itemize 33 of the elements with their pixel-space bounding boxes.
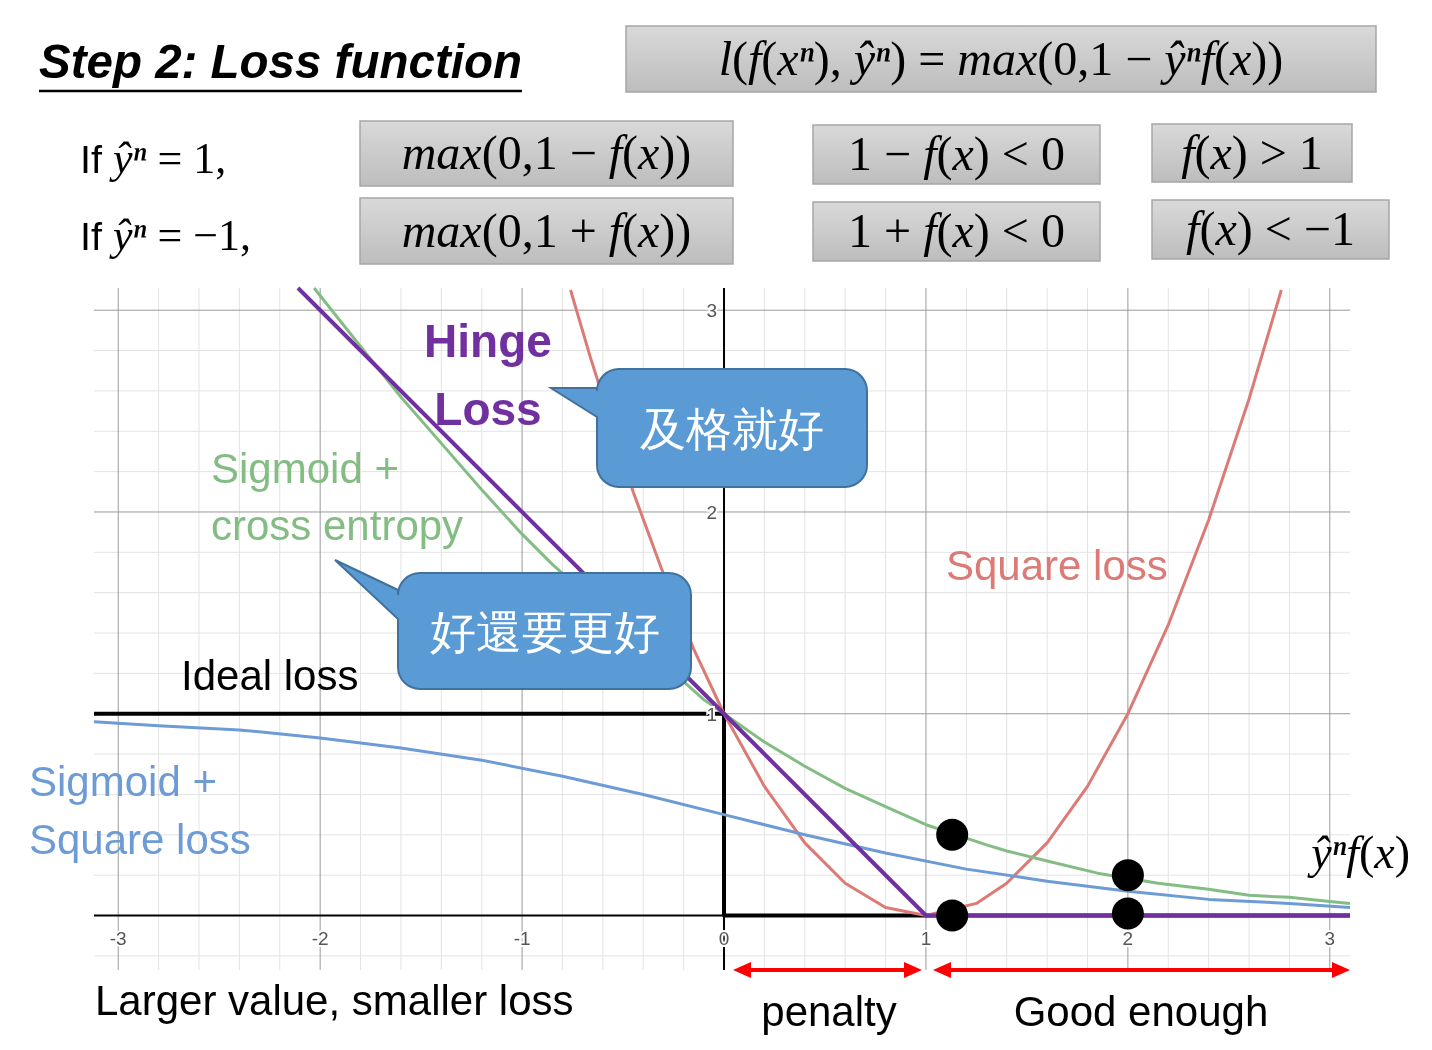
series-label: Hinge Loss [424,315,552,435]
x-tick-label: -3 [109,927,127,949]
text: f(x) > 1 [1181,125,1323,180]
text: f(x) < −1 [1186,202,1355,257]
text: Good enough [1013,988,1269,1035]
text: 1 + f(x) < 0 [848,204,1065,259]
text: max(0,1 + f(x)) [401,203,692,258]
annotation: 及格就好 [640,401,824,456]
text: Larger value, smaller loss [95,977,574,1024]
x-tick-label: -2 [311,927,329,949]
text: If ŷⁿ = −1, [80,211,252,260]
series-label: Square loss [946,542,1168,589]
x-tick-label: 3 [1324,927,1336,949]
text: 1 − f(x) < 0 [848,127,1065,182]
series-label: Ideal loss [181,652,359,699]
x-axis-title: ŷⁿf(x) [1307,827,1410,878]
point [1111,859,1144,892]
text: max(0,1 − f(x)) [401,126,692,181]
chart-title: Step 2: Loss function [39,35,522,88]
series-label: Sigmoid + Square loss [29,758,251,863]
x-tick-label: 2 [1122,927,1134,949]
y-tick-label: 3 [706,300,718,322]
point [936,818,969,851]
x-tick-label: -1 [513,927,531,949]
annotation: 好還要更好 [429,604,660,659]
text: If ŷⁿ = 1, [80,134,227,183]
y-tick-label: 2 [706,501,718,523]
text: penalty [761,988,897,1035]
point [1111,897,1144,930]
text: l(f(xⁿ), ŷⁿ) = max(0,1 − ŷⁿf(x)) [718,31,1284,85]
series-label: Sigmoid + cross entropy [211,445,464,549]
point [936,899,969,932]
x-tick-label: 1 [920,927,932,949]
